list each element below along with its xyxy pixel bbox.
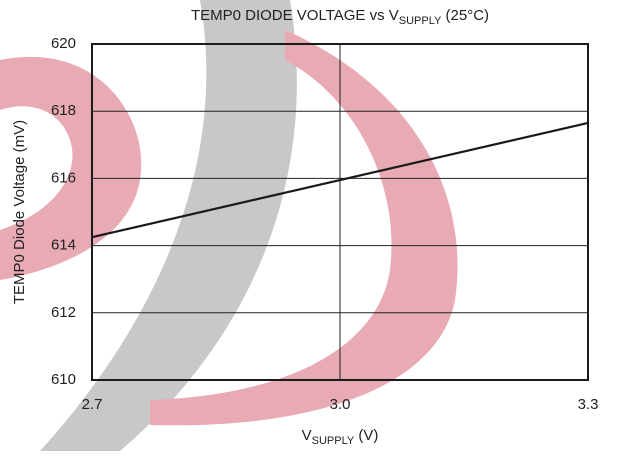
x-tick-label: 2.7 — [82, 396, 103, 413]
y-tick-label: 612 — [51, 304, 76, 321]
y-tick-label: 614 — [51, 237, 76, 254]
data-line — [91, 121, 589, 239]
y-axis-label: TEMP0 Diode Voltage (mV) — [11, 120, 28, 304]
chart-title: TEMP0 DIODE VOLTAGE vs VSUPPLY (25°C) — [191, 7, 489, 27]
xlabel-subscript: SUPPLY — [312, 435, 355, 447]
watermark-pink-right — [150, 30, 458, 426]
title-subscript: SUPPLY — [399, 15, 442, 27]
watermark-gray — [40, 0, 297, 451]
y-tick-label: 616 — [51, 169, 76, 186]
y-tick-label: 620 — [51, 35, 76, 52]
watermark-pink-left — [0, 56, 142, 280]
title-part: TEMP0 DIODE VOLTAGE vs V — [191, 7, 399, 24]
x-axis-label: VSUPPLY (V) — [302, 427, 379, 447]
x-tick-label: 3.0 — [330, 396, 351, 413]
xlabel-part: (V) — [354, 427, 378, 444]
x-tick-label: 3.3 — [578, 396, 599, 413]
y-tick-label: 618 — [51, 102, 76, 119]
watermark — [0, 0, 458, 451]
title-part: (25°C) — [441, 7, 489, 24]
xlabel-part: V — [302, 427, 312, 444]
y-tick-label: 610 — [51, 371, 76, 388]
